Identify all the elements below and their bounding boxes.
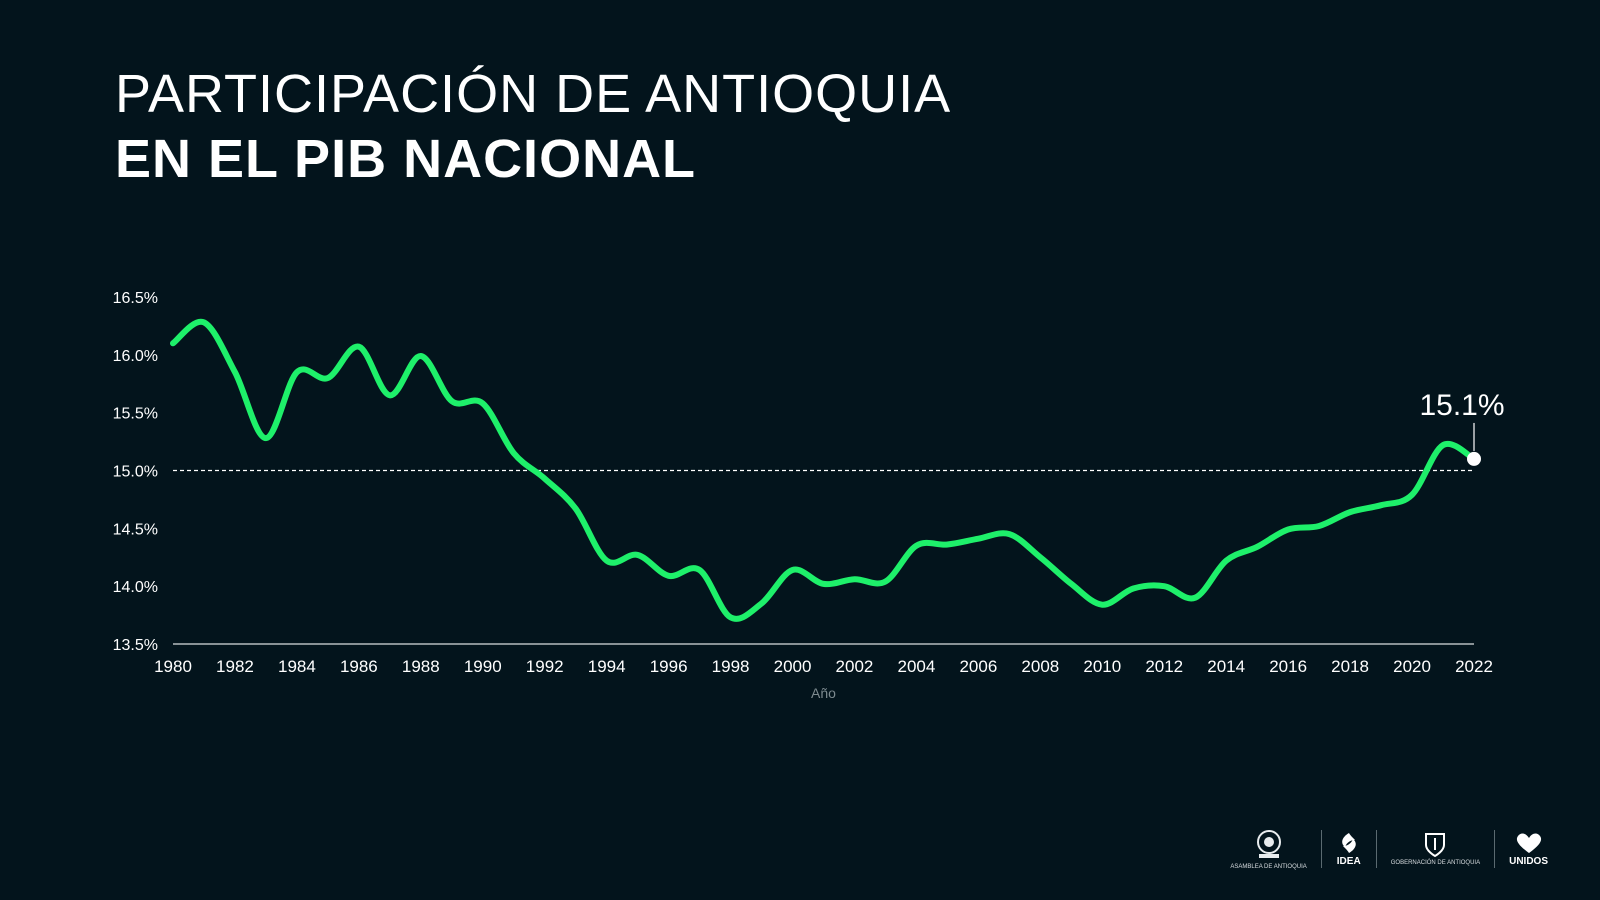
- y-tick-label: 14.5%: [113, 521, 158, 538]
- data-point-2015: [1254, 544, 1260, 550]
- data-point-1998: [728, 614, 734, 620]
- x-tick-label: 1998: [712, 657, 750, 676]
- x-tick-label: 2004: [898, 657, 936, 676]
- data-point-2006: [975, 536, 981, 542]
- data-point-1990: [480, 400, 486, 406]
- data-point-1997: [697, 567, 703, 573]
- data-point-1992: [542, 476, 548, 482]
- x-tick-label: 2014: [1207, 657, 1245, 676]
- heart-icon: [1516, 833, 1541, 853]
- x-axis-label: Año: [811, 685, 836, 701]
- data-point-1988: [418, 353, 424, 359]
- x-tick-label: 1980: [154, 657, 192, 676]
- x-tick-label: 1984: [278, 657, 316, 676]
- y-tick-label: 13.5%: [113, 637, 158, 654]
- data-point-1982: [232, 369, 238, 375]
- x-tick-label: 2020: [1393, 657, 1431, 676]
- data-point-1989: [449, 398, 455, 404]
- x-tick-label: 2018: [1331, 657, 1369, 676]
- data-point-2018: [1347, 509, 1353, 515]
- logo-divider: [1320, 830, 1322, 868]
- y-tick-label: 16.5%: [113, 290, 158, 307]
- logo-idea: IDEA: [1336, 831, 1362, 867]
- x-tick-label: 2022: [1455, 657, 1493, 676]
- logo-asamblea: ASAMBLEA DE ANTIOQUIA: [1230, 828, 1307, 870]
- x-tick-label: 2012: [1145, 657, 1183, 676]
- logo-divider: [1494, 830, 1496, 868]
- logo-divider: [1375, 830, 1377, 868]
- x-tick-label: 1986: [340, 657, 378, 676]
- logo-gobernacion-label: GOBERNACIÓN DE ANTIOQUIA: [1390, 860, 1481, 866]
- x-tick-label: 2006: [959, 657, 997, 676]
- data-point-2002: [851, 576, 857, 582]
- data-point-1985: [325, 375, 331, 381]
- x-tick-label: 2008: [1021, 657, 1059, 676]
- logo-idea-label: IDEA: [1336, 856, 1361, 867]
- x-tick-label: 2010: [1083, 657, 1121, 676]
- data-point-2007: [1006, 531, 1012, 537]
- x-tick-label: 1988: [402, 657, 440, 676]
- line-chart: 16.5% 16.0% 15.5% 15.0% 14.5% 14.0% 13.5% 1980…: [113, 290, 1505, 701]
- data-point-1987: [387, 392, 393, 398]
- data-point-1984: [294, 369, 300, 375]
- footer-logos: ASAMBLEA DE ANTIOQUIA IDEA GOBERNACIÓN D…: [1230, 828, 1548, 870]
- data-point-2011: [1130, 585, 1136, 591]
- data-point-2021: [1440, 442, 1446, 448]
- x-tick-label: 1982: [216, 657, 254, 676]
- title-line-1: PARTICIPACIÓN DE ANTIOQUIA: [115, 64, 952, 124]
- data-point-1983: [263, 435, 269, 441]
- x-axis-tick-labels: 1980 1982 1984 1986 1988 1990 1992 1994 1996 1998…: [154, 657, 1493, 676]
- data-point-2008: [1037, 554, 1043, 560]
- x-tick-label: 1994: [588, 657, 626, 676]
- government-shield-icon: [1425, 833, 1446, 858]
- data-point-2019: [1378, 502, 1384, 508]
- data-point-1995: [635, 552, 641, 558]
- data-point-1981: [201, 319, 207, 325]
- data-point-1986: [356, 344, 362, 350]
- x-tick-label: 1996: [650, 657, 688, 676]
- y-tick-label: 15.5%: [113, 406, 158, 423]
- data-point-2010: [1099, 602, 1105, 608]
- x-tick-label: 2000: [774, 657, 812, 676]
- data-point-1991: [511, 450, 517, 456]
- coat-of-arms-icon: [1256, 830, 1281, 858]
- data-point-1996: [666, 573, 672, 579]
- data-point-1980: [170, 340, 176, 346]
- x-tick-label: 1990: [464, 657, 502, 676]
- x-tick-label: 1992: [526, 657, 564, 676]
- logo-unidos: UNIDOS: [1509, 831, 1548, 867]
- data-point-2016: [1285, 526, 1291, 532]
- y-tick-label: 14.0%: [113, 579, 158, 596]
- data-point-2020: [1409, 492, 1415, 498]
- data-point-1999: [759, 601, 765, 607]
- idea-icon: [1341, 833, 1356, 853]
- logo-asamblea-label: ASAMBLEA DE ANTIOQUIA: [1230, 864, 1307, 870]
- data-point-2012: [1161, 583, 1167, 589]
- data-point-2014: [1223, 558, 1229, 564]
- data-point-2009: [1068, 581, 1074, 587]
- data-point-1994: [604, 558, 610, 564]
- x-tick-label: 2016: [1269, 657, 1307, 676]
- y-axis-tick-labels: 16.5% 16.0% 15.5% 15.0% 14.5% 14.0% 13.5%: [113, 290, 158, 654]
- data-point-2004: [913, 543, 919, 549]
- logo-unidos-label: UNIDOS: [1509, 856, 1548, 867]
- data-point-2001: [821, 581, 827, 587]
- chart-title: PARTICIPACIÓN DE ANTIOQUIA EN EL PIB NAC…: [115, 62, 951, 192]
- data-point-1993: [573, 506, 579, 512]
- annotation-label: 15.1%: [1419, 389, 1504, 422]
- logo-gobernacion: GOBERNACIÓN DE ANTIOQUIA: [1391, 832, 1480, 866]
- title-line-2: EN EL PIB NACIONAL: [115, 129, 697, 189]
- data-point-2000: [790, 567, 796, 573]
- annotation-end-point: [1467, 451, 1481, 466]
- data-point-2017: [1316, 523, 1322, 529]
- y-tick-label: 15.0%: [113, 464, 158, 481]
- series-line: [170, 318, 1477, 622]
- data-point-2005: [944, 542, 950, 548]
- y-tick-label: 16.0%: [113, 348, 158, 365]
- data-point-2003: [882, 579, 888, 585]
- x-tick-label: 2002: [836, 657, 874, 676]
- data-point-2013: [1192, 595, 1198, 601]
